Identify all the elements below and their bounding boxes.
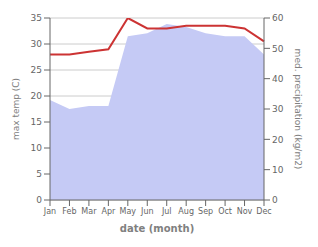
svg-text:35: 35	[31, 13, 42, 23]
svg-text:Nov: Nov	[237, 207, 253, 216]
svg-text:Dec: Dec	[256, 207, 271, 216]
svg-text:Jul: Jul	[161, 207, 172, 216]
svg-text:30: 30	[31, 39, 43, 49]
svg-text:Jan: Jan	[43, 207, 56, 216]
svg-text:30: 30	[272, 104, 284, 114]
svg-text:10: 10	[272, 165, 284, 175]
svg-text:10: 10	[31, 143, 43, 153]
svg-text:Sep: Sep	[198, 207, 213, 216]
svg-text:Feb: Feb	[62, 207, 76, 216]
svg-text:5: 5	[36, 169, 42, 179]
svg-text:date (month): date (month)	[120, 223, 194, 234]
svg-text:60: 60	[272, 13, 284, 23]
svg-text:Oct: Oct	[218, 207, 232, 216]
svg-text:max temp (C): max temp (C)	[11, 78, 21, 140]
svg-text:med. precipitation (kg/m2): med. precipitation (kg/m2)	[293, 49, 303, 170]
svg-text:50: 50	[272, 44, 284, 54]
svg-text:25: 25	[31, 65, 42, 75]
svg-text:20: 20	[31, 91, 43, 101]
svg-text:20: 20	[272, 135, 284, 145]
svg-text:Mar: Mar	[81, 207, 97, 216]
svg-text:Jun: Jun	[140, 207, 154, 216]
svg-text:15: 15	[31, 117, 42, 127]
svg-text:0: 0	[272, 195, 278, 205]
svg-text:40: 40	[272, 74, 284, 84]
svg-text:Aug: Aug	[178, 207, 194, 216]
svg-text:May: May	[120, 207, 137, 216]
svg-text:Apr: Apr	[101, 207, 116, 216]
svg-text:0: 0	[36, 195, 42, 205]
